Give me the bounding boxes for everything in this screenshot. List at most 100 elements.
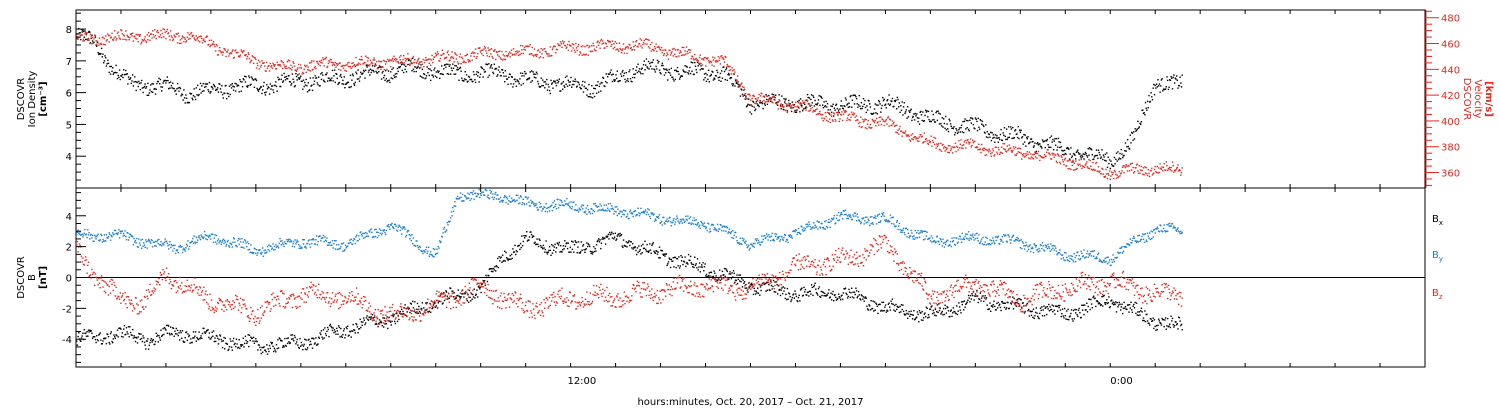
data-point — [980, 152, 981, 153]
data-point — [109, 342, 110, 343]
data-point — [543, 85, 544, 86]
data-point — [671, 53, 672, 54]
data-point — [158, 243, 159, 244]
data-point — [308, 339, 309, 340]
data-point — [1080, 156, 1081, 157]
data-point — [560, 245, 561, 246]
data-point — [1096, 162, 1097, 163]
data-point — [1005, 136, 1006, 137]
data-point — [1029, 142, 1030, 143]
data-point — [842, 120, 843, 121]
data-point — [780, 106, 781, 107]
data-point — [927, 116, 928, 117]
data-point — [1097, 155, 1098, 156]
data-point — [646, 244, 647, 245]
data-point — [104, 55, 105, 56]
data-point — [305, 349, 306, 350]
data-point — [898, 307, 899, 308]
data-point — [899, 128, 900, 129]
data-point — [1137, 128, 1138, 129]
data-point — [758, 106, 759, 107]
data-point — [200, 36, 201, 37]
data-point — [344, 87, 345, 88]
data-point — [250, 84, 251, 85]
data-point — [127, 333, 128, 334]
data-point — [768, 100, 769, 101]
data-point — [125, 70, 126, 71]
data-point — [557, 43, 558, 44]
data-point — [1168, 87, 1169, 88]
data-point — [355, 82, 356, 83]
data-point — [327, 327, 328, 328]
data-point — [485, 47, 486, 48]
data-point — [828, 109, 829, 110]
data-point — [1163, 167, 1164, 168]
data-point — [420, 61, 421, 62]
data-point — [877, 313, 878, 314]
data-point — [847, 103, 848, 104]
data-point — [721, 70, 722, 71]
data-point — [597, 240, 598, 241]
data-point — [524, 71, 525, 72]
data-point — [1179, 317, 1180, 318]
data-point — [691, 58, 692, 59]
data-point — [88, 330, 89, 331]
data-point — [184, 37, 185, 38]
data-point — [919, 310, 920, 311]
data-point — [955, 313, 956, 314]
data-point — [1147, 320, 1148, 321]
data-point — [591, 85, 592, 86]
data-point — [804, 104, 805, 105]
data-point — [360, 76, 361, 77]
data-point — [292, 79, 293, 80]
data-point — [601, 243, 602, 244]
data-point — [848, 107, 849, 108]
data-point — [151, 37, 152, 38]
data-point — [653, 50, 654, 51]
data-point — [333, 80, 334, 81]
data-point — [879, 103, 880, 104]
data-point — [1108, 163, 1109, 164]
data-point — [773, 280, 774, 281]
data-point — [156, 83, 157, 84]
data-point — [946, 149, 947, 150]
data-point — [418, 58, 419, 59]
data-point — [207, 83, 208, 84]
data-point — [905, 111, 906, 112]
data-point — [202, 42, 203, 43]
data-point — [823, 101, 824, 102]
data-point — [139, 36, 140, 37]
data-point — [1173, 74, 1174, 75]
data-point — [259, 68, 260, 69]
data-point — [269, 70, 270, 71]
data-point — [420, 64, 421, 65]
data-point — [416, 71, 417, 72]
data-point — [855, 96, 856, 97]
data-point — [880, 116, 881, 117]
data-point — [131, 33, 132, 34]
data-point — [673, 80, 674, 81]
data-point — [194, 336, 195, 337]
data-point — [858, 123, 859, 124]
data-point — [778, 108, 779, 109]
data-point — [541, 53, 542, 54]
data-point — [602, 40, 603, 41]
data-point — [750, 100, 751, 101]
data-point — [1166, 329, 1167, 330]
data-point — [144, 36, 145, 37]
data-point — [1099, 154, 1100, 155]
data-point — [560, 41, 561, 42]
data-point — [596, 93, 597, 94]
data-point — [1167, 170, 1168, 171]
data-point — [84, 233, 85, 234]
data-point — [604, 47, 605, 48]
data-point — [1065, 318, 1066, 319]
data-point — [887, 310, 888, 311]
data-point — [646, 38, 647, 39]
data-point — [473, 296, 474, 297]
data-point — [1034, 145, 1035, 146]
data-point — [201, 85, 202, 86]
data-point — [917, 121, 918, 122]
data-point — [219, 84, 220, 85]
data-point — [106, 63, 107, 64]
